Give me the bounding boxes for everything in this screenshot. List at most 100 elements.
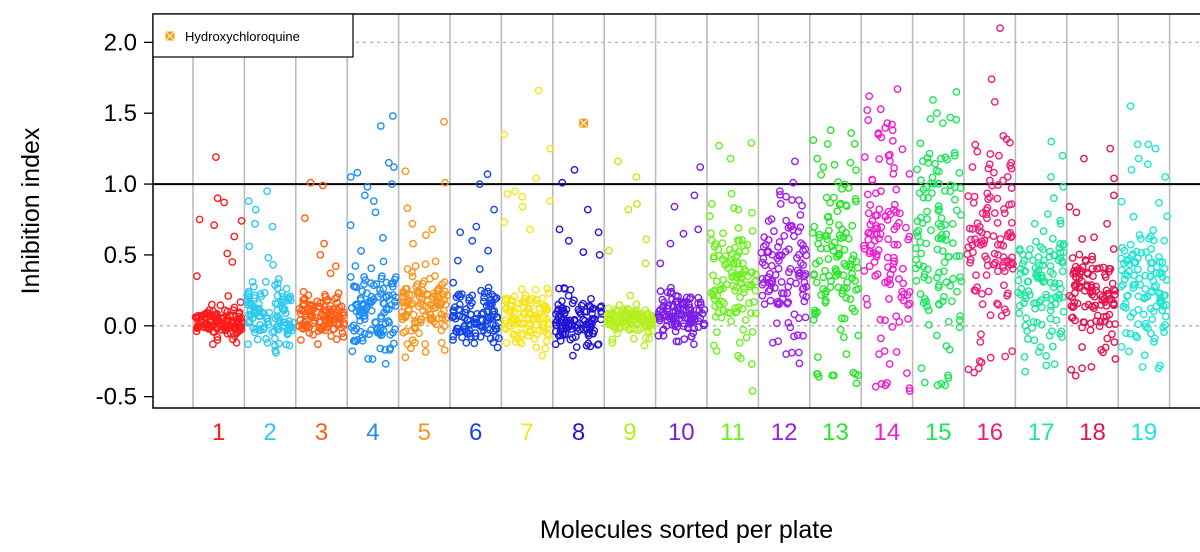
data-point <box>360 273 368 281</box>
data-point <box>1117 282 1125 291</box>
data-point <box>786 277 795 286</box>
data-point <box>490 205 498 214</box>
data-point <box>409 310 418 319</box>
data-point <box>822 193 831 202</box>
data-point <box>993 218 1002 227</box>
data-point <box>1152 269 1161 278</box>
data-point <box>488 313 496 322</box>
plot-frame <box>152 13 1200 409</box>
data-point <box>933 381 942 390</box>
data-point <box>751 277 760 286</box>
data-point <box>322 312 331 321</box>
data-point <box>938 297 947 306</box>
data-point <box>1008 232 1016 241</box>
data-point <box>256 320 264 329</box>
data-point <box>278 289 286 297</box>
data-point <box>999 176 1007 185</box>
data-point <box>264 253 273 262</box>
data-point <box>1156 361 1164 370</box>
data-point <box>1034 253 1043 262</box>
data-point <box>320 239 328 248</box>
data-point <box>1152 282 1161 290</box>
data-point <box>694 323 703 331</box>
data-point <box>615 324 624 333</box>
data-point <box>868 175 877 184</box>
data-point <box>729 281 738 290</box>
data-point <box>898 145 907 154</box>
data-point <box>828 371 837 380</box>
data-point <box>244 197 253 206</box>
data-point <box>674 306 683 315</box>
data-point <box>1122 257 1131 266</box>
data-point <box>1055 279 1064 288</box>
data-point <box>479 308 488 317</box>
data-point <box>893 240 902 249</box>
data-point <box>1049 270 1057 278</box>
data-point <box>717 313 726 322</box>
data-point <box>560 331 568 339</box>
data-point <box>1125 347 1133 356</box>
data-point <box>912 228 921 237</box>
data-point <box>888 322 897 331</box>
data-point <box>338 329 347 337</box>
data-point <box>842 294 851 302</box>
data-point <box>955 316 964 325</box>
data-point <box>656 259 665 268</box>
data-point <box>973 239 981 247</box>
data-point <box>480 289 489 297</box>
data-point <box>1000 305 1009 314</box>
data-point <box>437 326 446 335</box>
data-point <box>351 262 360 270</box>
data-point <box>884 151 893 160</box>
data-point <box>606 319 615 328</box>
data-point <box>890 240 898 249</box>
data-point <box>502 338 511 347</box>
data-point <box>564 236 573 245</box>
data-point <box>833 207 842 216</box>
data-point <box>1030 219 1039 228</box>
data-point <box>876 315 885 324</box>
data-point <box>514 299 523 308</box>
data-point <box>409 239 417 248</box>
data-point <box>582 341 591 350</box>
data-point <box>790 310 799 319</box>
data-point <box>388 112 397 120</box>
data-point <box>1133 140 1142 149</box>
data-point <box>884 235 892 244</box>
data-point <box>1160 236 1169 245</box>
data-point <box>842 284 851 292</box>
data-point <box>1031 304 1040 313</box>
data-point <box>521 294 529 303</box>
data-point <box>888 136 897 145</box>
data-point <box>694 293 703 302</box>
data-point <box>1007 258 1016 267</box>
data-point <box>376 344 385 353</box>
data-point <box>382 293 391 302</box>
data-point <box>437 338 446 347</box>
data-point <box>1155 253 1163 262</box>
data-point <box>1045 252 1054 261</box>
data-point <box>944 317 953 326</box>
data-point <box>1065 202 1074 211</box>
data-point <box>782 216 790 225</box>
data-point <box>955 252 964 260</box>
data-point <box>369 295 378 304</box>
data-point <box>205 306 214 314</box>
data-point <box>1160 328 1169 337</box>
data-point <box>358 287 367 296</box>
data-point <box>1078 343 1087 351</box>
data-point <box>251 219 259 228</box>
data-point <box>1046 262 1055 270</box>
data-point <box>705 212 714 221</box>
data-point <box>971 235 979 244</box>
data-point <box>929 96 937 104</box>
data-point <box>1043 293 1052 302</box>
data-point <box>771 271 780 279</box>
data-point <box>967 235 975 244</box>
data-point <box>826 283 835 292</box>
data-point <box>916 290 925 298</box>
plate-label: 16 <box>976 419 1003 446</box>
data-point <box>825 217 834 226</box>
data-point <box>476 332 485 341</box>
data-point <box>307 306 316 315</box>
